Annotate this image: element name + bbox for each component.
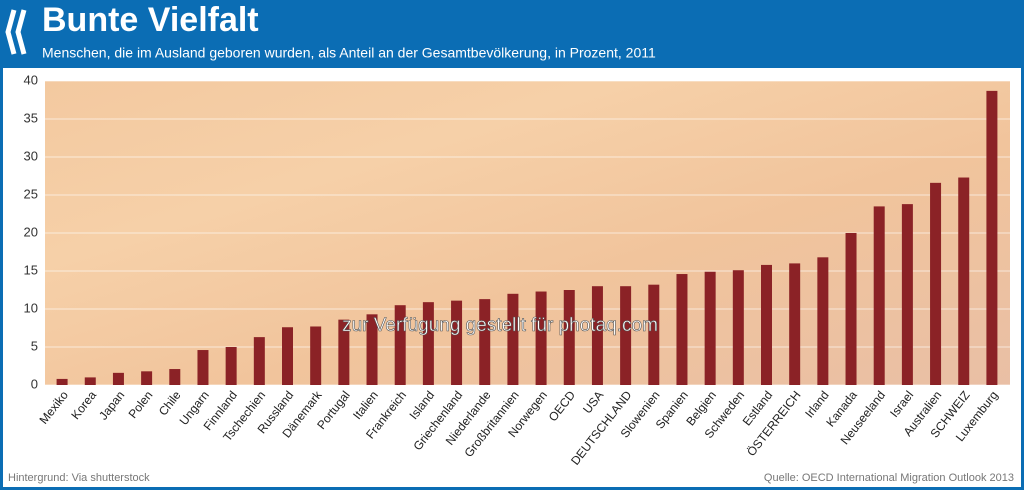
footer-left: Hintergrund: Via shutterstock [8, 472, 150, 484]
bar [648, 284, 660, 385]
bar [761, 264, 772, 385]
bar [958, 177, 970, 385]
bar [56, 378, 68, 385]
bar [873, 206, 885, 385]
bar [366, 314, 378, 385]
bar [507, 293, 519, 385]
bar [169, 369, 181, 385]
y-tick-label: 40 [24, 72, 38, 87]
bar [479, 299, 491, 385]
bar [591, 286, 603, 385]
bar [817, 257, 829, 385]
chart-title: Bunte Vielfalt [42, 1, 259, 39]
bar [197, 350, 209, 385]
y-tick-label: 0 [31, 376, 38, 391]
watermark: zur Verfügung gestellt für photaq.com [342, 315, 658, 336]
bar [535, 291, 547, 385]
y-tick-label: 15 [24, 262, 38, 277]
y-tick-label: 25 [24, 186, 38, 201]
y-tick-label: 5 [31, 338, 38, 353]
bar [141, 371, 153, 385]
bar [732, 270, 744, 385]
bar [422, 302, 434, 385]
bar [845, 233, 857, 385]
bar [704, 271, 716, 385]
logo [5, 9, 27, 55]
bar [901, 204, 913, 385]
y-tick-label: 30 [24, 148, 38, 163]
bar [620, 286, 632, 385]
bar [310, 326, 322, 385]
bar [282, 327, 293, 385]
bar [986, 90, 998, 385]
bar [112, 372, 124, 385]
bar [563, 290, 575, 385]
y-tick-label: 10 [24, 300, 38, 315]
y-tick-label: 20 [24, 224, 38, 239]
chart-subtitle: Menschen, die im Ausland geboren wurden,… [42, 45, 656, 61]
bar [225, 347, 237, 385]
bar [338, 319, 350, 385]
bar [451, 300, 463, 385]
bar [676, 274, 688, 385]
footer-right: Quelle: OECD International Migration Out… [764, 472, 1014, 484]
bar [253, 337, 265, 385]
y-tick-label: 35 [24, 110, 38, 125]
bar [394, 305, 406, 385]
bar [930, 182, 942, 385]
bar [84, 377, 96, 385]
bar [789, 263, 801, 385]
